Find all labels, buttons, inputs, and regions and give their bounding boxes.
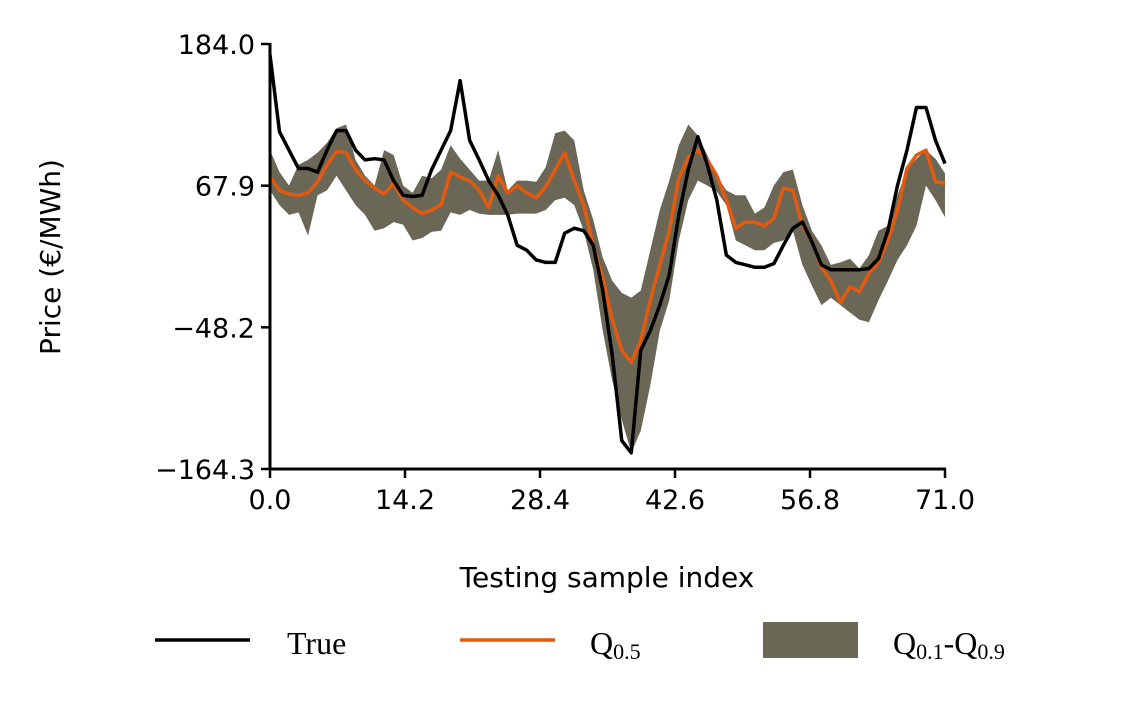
legend-band-swatch [763,622,858,658]
y-tick-label: −48.2 [172,313,255,344]
true-line [268,54,947,455]
legend-median-label: Q0.5 [590,625,641,664]
x-tick-label: 28.4 [510,485,570,516]
legend: True Q0.5 Q0.1-Q0.9 [155,622,1005,664]
x-tick-label: 0.0 [249,485,292,516]
x-tick-label: 71.0 [915,485,975,516]
y-axis-label: Price (€/MWh) [34,159,67,355]
x-tick-label: 56.8 [780,485,840,516]
quantile-band-area [270,124,945,453]
legend-band-label: Q0.1-Q0.9 [893,625,1005,664]
x-axis-label: Testing sample index [459,561,755,594]
x-tick-label: 14.2 [375,485,435,516]
y-tick-label: −164.3 [155,455,255,486]
legend-true-label: True [287,625,346,661]
y-tick-label: 67.9 [195,172,255,203]
median-line [268,148,946,365]
y-tick-label: 184.0 [178,30,255,61]
x-tick-label: 42.6 [645,485,705,516]
